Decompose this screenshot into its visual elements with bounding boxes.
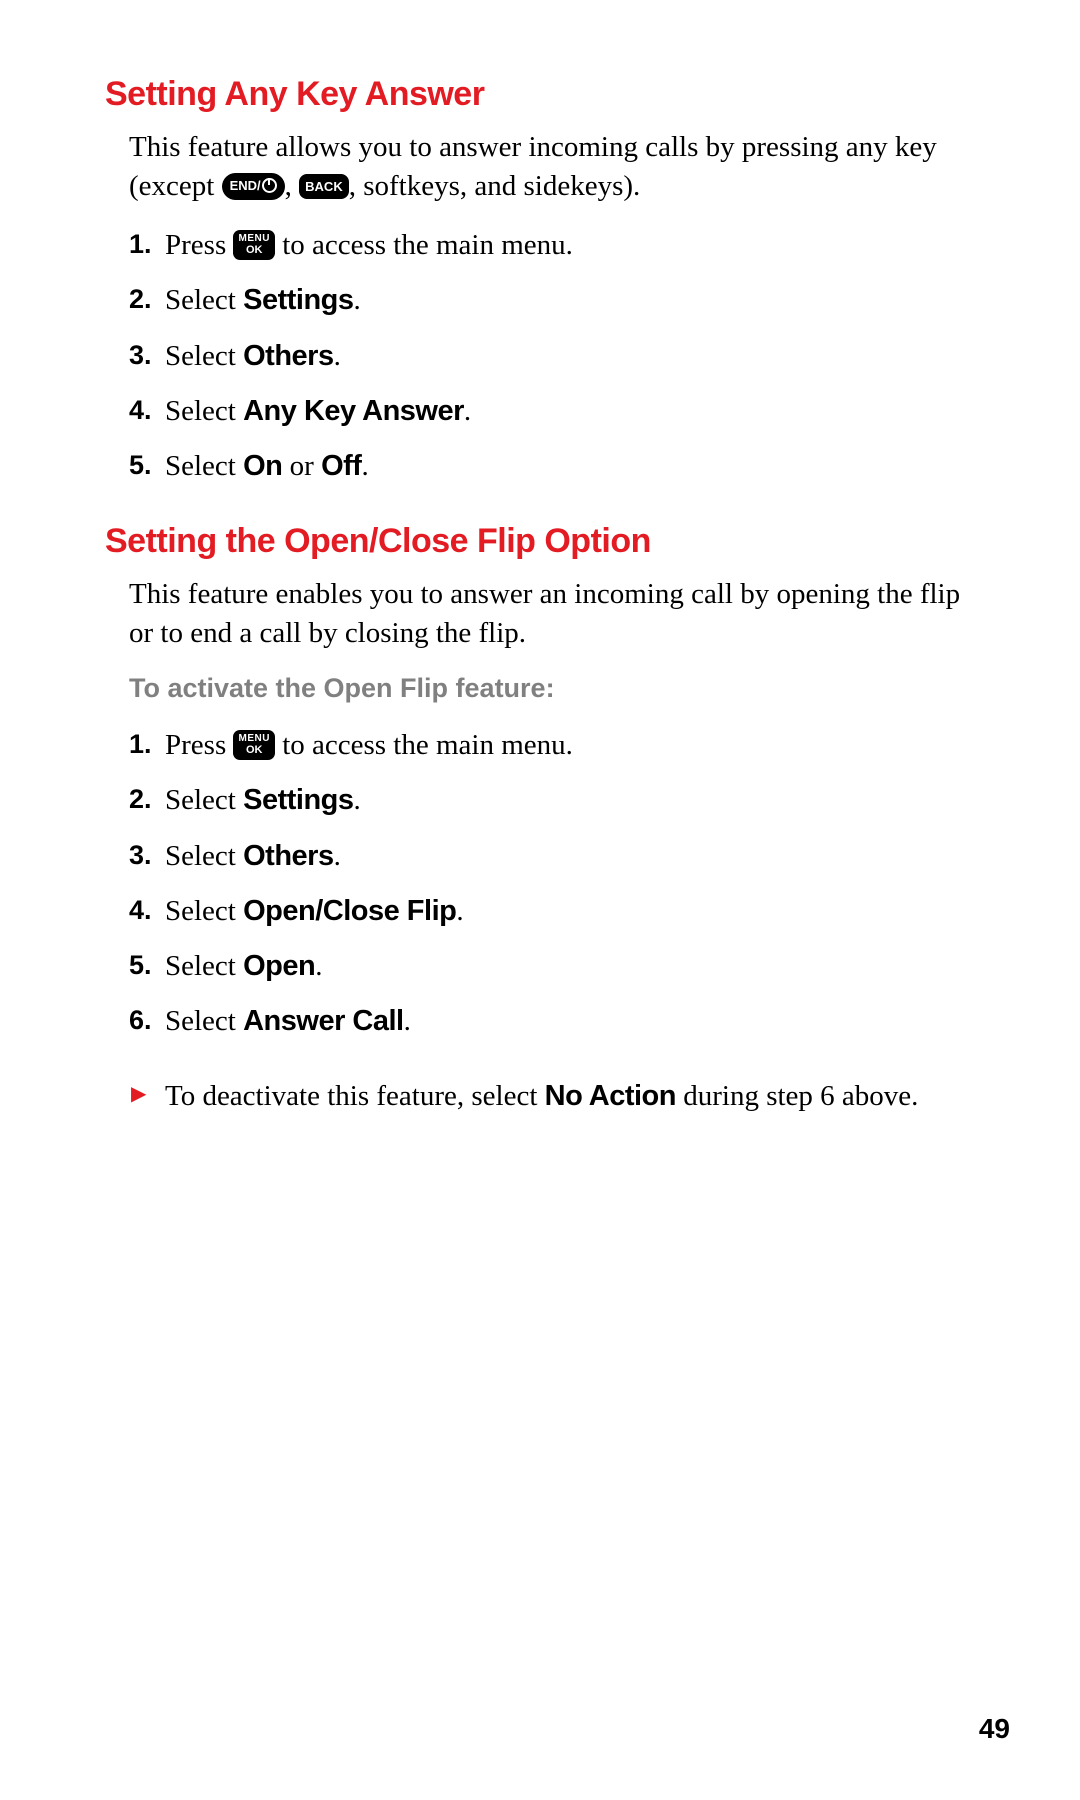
document-page: Setting Any Key Answer This feature allo…: [0, 0, 1080, 1800]
step-number: 3.: [129, 837, 152, 873]
text: or: [282, 450, 321, 482]
step-item: 2. Select Settings.: [129, 281, 975, 320]
step-item: 5. Select Open.: [129, 947, 975, 986]
step-item: 5. Select On or Off.: [129, 447, 975, 486]
menu-ok-icon: MENUOK: [233, 730, 274, 760]
section-heading: Setting Any Key Answer: [105, 75, 975, 114]
text: ,: [285, 170, 300, 202]
text: .: [404, 1005, 411, 1037]
step-number: 4.: [129, 892, 152, 928]
text: to access the main menu.: [275, 229, 573, 261]
text: to access the main menu.: [275, 729, 573, 761]
text: , softkeys, and sidekeys).: [349, 170, 641, 202]
text: Select: [165, 1005, 243, 1037]
text: .: [361, 450, 368, 482]
text: .: [315, 950, 322, 982]
step-item: 6. Select Answer Call.: [129, 1002, 975, 1041]
bold-term: Others: [243, 340, 333, 372]
bold-term: Off: [321, 450, 361, 482]
text: Select: [165, 784, 243, 816]
step-item: 1. Press MENUOK to access the main menu.: [129, 226, 975, 265]
text: .: [354, 784, 361, 816]
step-item: 4. Select Any Key Answer.: [129, 392, 975, 431]
note-list: To deactivate this feature, select No Ac…: [105, 1077, 975, 1116]
text: .: [464, 395, 471, 427]
bold-term: Others: [243, 840, 333, 872]
text: .: [354, 284, 361, 316]
step-number: 2.: [129, 281, 152, 317]
step-number: 1.: [129, 726, 152, 762]
text: Select: [165, 450, 243, 482]
step-number: 2.: [129, 781, 152, 817]
menu-ok-icon: MENUOK: [233, 230, 274, 260]
text: Select: [165, 950, 243, 982]
bold-term: Any Key Answer: [243, 395, 464, 427]
bold-term: Settings: [243, 784, 353, 816]
bold-term: On: [243, 450, 282, 482]
intro-paragraph: This feature enables you to answer an in…: [105, 575, 975, 653]
text: .: [456, 895, 463, 927]
note-item: To deactivate this feature, select No Ac…: [129, 1077, 975, 1116]
text: Select: [165, 340, 243, 372]
step-number: 5.: [129, 947, 152, 983]
step-number: 3.: [129, 337, 152, 373]
step-number: 1.: [129, 226, 152, 262]
step-number: 4.: [129, 392, 152, 428]
text: Press: [165, 729, 233, 761]
bold-term: Open: [243, 950, 315, 982]
steps-list: 1. Press MENUOK to access the main menu.…: [105, 726, 975, 1041]
section-heading: Setting the Open/Close Flip Option: [105, 522, 975, 561]
text: .: [334, 340, 341, 372]
step-item: 2. Select Settings.: [129, 781, 975, 820]
text: Press: [165, 229, 233, 261]
step-item: 3. Select Others.: [129, 337, 975, 376]
text: .: [334, 840, 341, 872]
sub-heading: To activate the Open Flip feature:: [105, 673, 975, 704]
bold-term: Answer Call: [243, 1005, 404, 1037]
step-number: 5.: [129, 447, 152, 483]
step-item: 4. Select Open/Close Flip.: [129, 892, 975, 931]
bold-term: No Action: [545, 1080, 676, 1112]
text: Select: [165, 284, 243, 316]
bold-term: Open/Close Flip: [243, 895, 456, 927]
step-item: 1. Press MENUOK to access the main menu.: [129, 726, 975, 765]
end-key-icon: END/: [222, 173, 285, 200]
step-number: 6.: [129, 1002, 152, 1038]
page-number: 49: [979, 1713, 1010, 1745]
steps-list: 1. Press MENUOK to access the main menu.…: [105, 226, 975, 486]
bold-term: Settings: [243, 284, 353, 316]
text: during step 6 above.: [676, 1080, 918, 1112]
step-item: 3. Select Others.: [129, 837, 975, 876]
intro-paragraph: This feature allows you to answer incomi…: [105, 128, 975, 206]
text: Select: [165, 395, 243, 427]
text: Select: [165, 840, 243, 872]
text: To deactivate this feature, select: [165, 1080, 545, 1112]
back-key-icon: BACK: [299, 174, 349, 199]
text: Select: [165, 895, 243, 927]
